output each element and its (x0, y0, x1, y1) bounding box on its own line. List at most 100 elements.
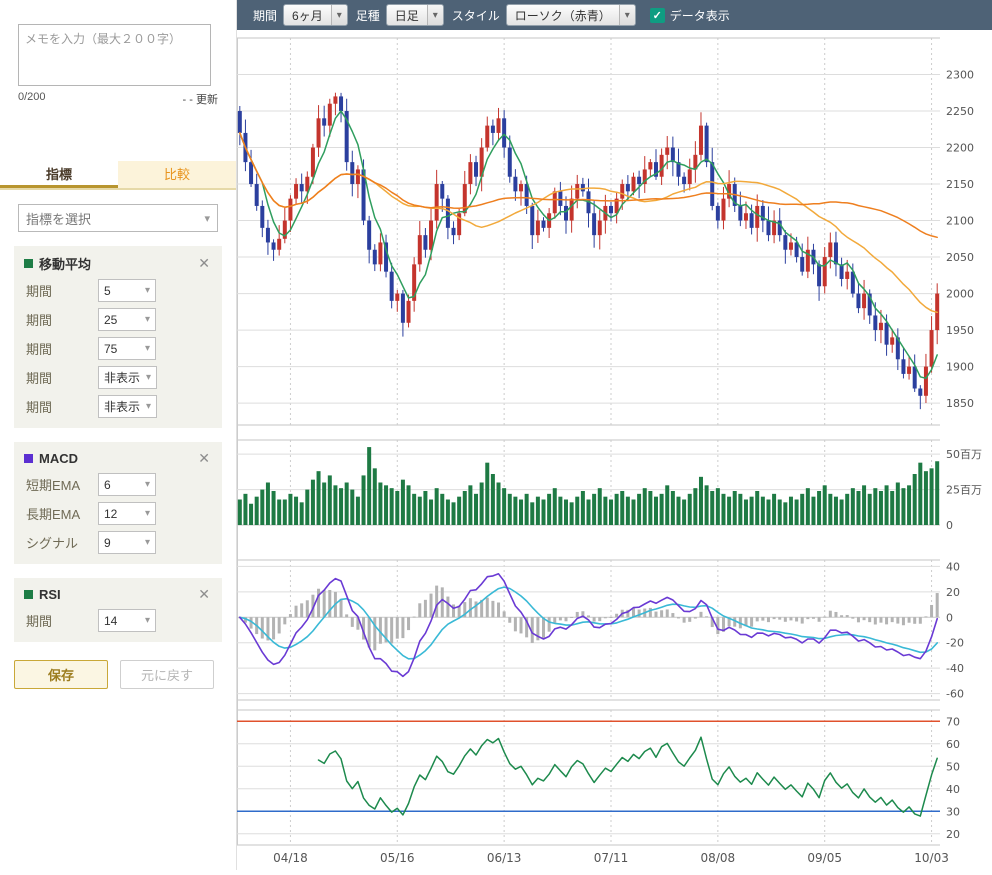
param-value: 5 (104, 284, 111, 298)
svg-text:09/05: 09/05 (807, 851, 842, 865)
sidebar-tabs: 指標 比較 (0, 161, 236, 190)
svg-text:2050: 2050 (946, 251, 974, 264)
tab-compare[interactable]: 比較 (118, 161, 236, 188)
svg-text:60: 60 (946, 738, 960, 751)
svg-text:10/03: 10/03 (914, 851, 949, 865)
indicator-color-swatch (24, 590, 33, 599)
svg-text:30: 30 (946, 805, 960, 818)
chart-svg[interactable]: 2300225022002150210020502000195019001850… (237, 30, 992, 870)
svg-text:2100: 2100 (946, 215, 974, 228)
data-display-label: データ表示 (670, 7, 730, 24)
indicator-select-value: 指標を選択 (26, 209, 91, 228)
param-value: 14 (104, 614, 117, 628)
param-value: 非表示 (104, 398, 140, 415)
indicator-param-row: 期間5▾ (24, 279, 212, 302)
memo-input[interactable] (18, 24, 211, 86)
chart-toolbar: 期間 6ヶ月 ▾ 足種 日足 ▾ スタイル ローソク（赤青） ▾ ✓ データ表示 (237, 0, 992, 30)
svg-text:07/11: 07/11 (594, 851, 629, 865)
close-icon[interactable]: ✕ (196, 586, 212, 603)
indicator-param-row: 期間非表示 ▾ (24, 366, 212, 389)
memo-update-label: - - 更新 (183, 91, 218, 107)
chevron-down-icon[interactable]: ▾ (619, 5, 635, 25)
svg-text:0: 0 (946, 519, 953, 532)
close-icon[interactable]: ✕ (196, 255, 212, 272)
stock-chart-app: 0/200 - - 更新 指標 比較 指標を選択 ▾ 移動平均✕期間5▾期間25… (0, 0, 992, 870)
close-icon[interactable]: ✕ (196, 450, 212, 467)
data-display-toggle[interactable]: ✓ データ表示 (650, 7, 730, 24)
param-dropdown[interactable]: 12▾ (98, 502, 156, 525)
bartype-dropdown[interactable]: 日足 ▾ (386, 4, 444, 26)
svg-text:-40: -40 (946, 662, 964, 675)
param-value: 25 (104, 313, 117, 327)
param-value: 非表示 (104, 369, 140, 386)
chevron-down-icon: ▾ (145, 314, 150, 325)
style-dropdown[interactable]: ローソク（赤青） ▾ (506, 4, 636, 26)
period-label: 期間 (253, 7, 277, 24)
period-dropdown[interactable]: 6ヶ月 ▾ (283, 4, 348, 26)
svg-text:-20: -20 (946, 637, 964, 650)
param-label: 期間 (26, 281, 98, 300)
svg-text:06/13: 06/13 (487, 851, 522, 865)
save-button[interactable]: 保存 (14, 660, 108, 689)
indicator-select[interactable]: 指標を選択 ▾ (18, 204, 218, 232)
param-label: 期間 (26, 368, 98, 387)
memo-meta: 0/200 - - 更新 (18, 91, 218, 107)
svg-text:2250: 2250 (946, 105, 974, 118)
param-dropdown[interactable]: 75▾ (98, 337, 156, 360)
reset-button[interactable]: 元に戻す (120, 660, 214, 689)
chevron-down-icon: ▾ (145, 285, 150, 296)
svg-text:2300: 2300 (946, 69, 974, 82)
svg-text:40: 40 (946, 783, 960, 796)
svg-text:04/18: 04/18 (273, 851, 308, 865)
param-label: 短期EMA (26, 475, 98, 494)
param-dropdown[interactable]: 6▾ (98, 473, 156, 496)
bartype-label: 足種 (356, 7, 380, 24)
indicator-card-title: MACD (39, 451, 196, 466)
param-dropdown[interactable]: 14▾ (98, 609, 156, 632)
param-dropdown[interactable]: 5▾ (98, 279, 156, 302)
param-dropdown[interactable]: 非表示▾ (98, 395, 157, 418)
chart-area[interactable]: 2300225022002150210020502000195019001850… (237, 30, 992, 870)
svg-text:70: 70 (946, 715, 960, 728)
svg-text:0: 0 (946, 611, 953, 624)
svg-text:50百万: 50百万 (946, 448, 982, 461)
tab-indicators[interactable]: 指標 (0, 161, 118, 188)
sidebar: 0/200 - - 更新 指標 比較 指標を選択 ▾ 移動平均✕期間5▾期間25… (0, 0, 237, 870)
svg-text:1950: 1950 (946, 324, 974, 337)
chevron-down-icon[interactable]: ▾ (331, 5, 347, 25)
indicator-cards: 移動平均✕期間5▾期間25▾期間75▾期間非表示▾期間非表示▾MACD✕短期EM… (0, 246, 236, 642)
indicator-param-row: 長期EMA12▾ (24, 502, 212, 525)
indicator-param-row: 期間14▾ (24, 609, 212, 632)
indicator-card: 移動平均✕期間5▾期間25▾期間75▾期間非表示▾期間非表示▾ (14, 246, 222, 428)
style-label: スタイル (452, 7, 500, 24)
param-dropdown[interactable]: 25 ▾ (98, 308, 156, 331)
bartype-value: 日足 (387, 7, 427, 24)
memo-char-count: 0/200 (18, 91, 46, 107)
chevron-down-icon: ▾ (146, 372, 151, 383)
svg-text:40: 40 (946, 560, 960, 573)
indicator-card: MACD✕短期EMA6▾長期EMA12▾シグナル9▾ (14, 442, 222, 564)
period-value: 6ヶ月 (284, 7, 331, 24)
svg-text:20: 20 (946, 586, 960, 599)
chevron-down-icon: ▾ (145, 508, 150, 519)
chevron-down-icon[interactable]: ▾ (427, 5, 443, 25)
chart-column: 期間 6ヶ月 ▾ 足種 日足 ▾ スタイル ローソク（赤青） ▾ ✓ データ表示… (237, 0, 992, 870)
chevron-down-icon: ▾ (145, 537, 150, 548)
param-value: 75 (104, 342, 117, 356)
param-label: 長期EMA (26, 504, 98, 523)
param-label: 期間 (26, 310, 98, 329)
chevron-down-icon: ▾ (145, 479, 150, 490)
svg-text:1900: 1900 (946, 361, 974, 374)
param-value: 6 (104, 478, 111, 492)
sidebar-actions: 保存 元に戻す (14, 660, 222, 689)
svg-text:05/16: 05/16 (380, 851, 415, 865)
param-label: 期間 (26, 339, 98, 358)
indicator-color-swatch (24, 259, 33, 268)
svg-text:08/08: 08/08 (701, 851, 736, 865)
param-dropdown[interactable]: 非表示 ▾ (98, 366, 157, 389)
checkbox-check-icon[interactable]: ✓ (650, 8, 665, 23)
param-dropdown[interactable]: 9▾ (98, 531, 156, 554)
indicator-param-row: 期間 25 ▾ (24, 308, 212, 331)
svg-text:25百万: 25百万 (946, 484, 982, 497)
indicator-param-row: 短期EMA6▾ (24, 473, 212, 496)
